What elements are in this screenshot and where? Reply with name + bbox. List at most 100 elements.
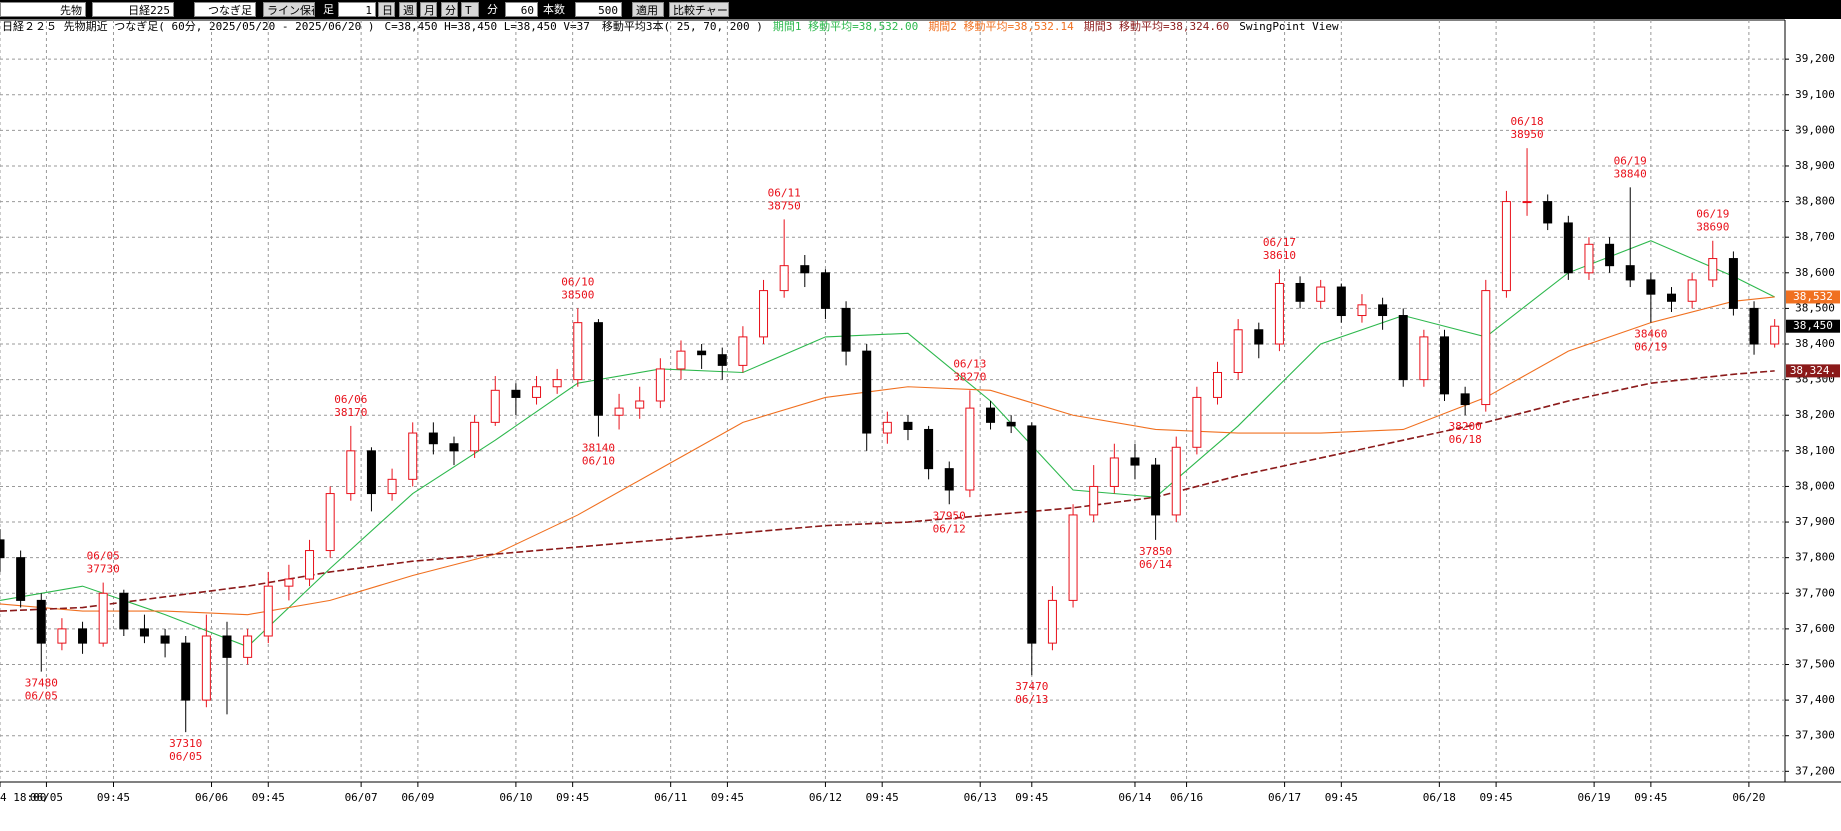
button[interactable]: ライン保存 bbox=[263, 2, 315, 17]
chart: 日経２２５ 先物期近 つなぎ足( 60分, 2025/05/20 - 2025/… bbox=[0, 19, 1841, 831]
candle-body bbox=[1440, 336, 1450, 395]
x-tick-label: 06/17 bbox=[1268, 791, 1301, 804]
y-tick-label: 37,900 bbox=[1795, 515, 1835, 528]
candle-body bbox=[655, 368, 665, 402]
swing-date: 06/13 bbox=[953, 357, 986, 370]
input[interactable]: 60 bbox=[505, 2, 538, 17]
button[interactable]: 適用 bbox=[632, 2, 664, 17]
candle-body bbox=[1584, 243, 1594, 274]
x-tick-label: 06/20 bbox=[1732, 791, 1765, 804]
swing-date: 06/05 bbox=[25, 690, 58, 703]
moving-average-line bbox=[0, 240, 1775, 648]
candle-body bbox=[511, 389, 521, 398]
candle-body bbox=[1398, 315, 1408, 381]
header-text: 期間2 移動平均=38,532.14 bbox=[928, 19, 1074, 33]
button[interactable]: 分 bbox=[441, 2, 458, 17]
candle-body bbox=[676, 350, 686, 370]
candle-body bbox=[139, 628, 149, 637]
candle-body bbox=[36, 599, 46, 644]
candle-body bbox=[1460, 393, 1470, 406]
candle-body bbox=[1770, 325, 1780, 345]
candle-body bbox=[1316, 286, 1326, 302]
candle-body bbox=[1481, 290, 1491, 406]
candle-body bbox=[325, 493, 335, 552]
candle-body bbox=[1151, 464, 1161, 516]
button[interactable]: 比較チャート bbox=[669, 2, 729, 17]
candle-body bbox=[1047, 599, 1057, 644]
candle-body bbox=[1378, 304, 1388, 317]
x-tick-label: 06/14 bbox=[1118, 791, 1151, 804]
candle-body bbox=[1357, 304, 1367, 317]
candle-body bbox=[800, 265, 810, 274]
dropdown[interactable]: 先物 bbox=[0, 2, 86, 17]
y-tick-label: 39,200 bbox=[1795, 52, 1835, 65]
button[interactable]: T bbox=[461, 2, 479, 17]
candle-body bbox=[408, 432, 418, 480]
x-tick-label: 09:45 bbox=[1325, 791, 1358, 804]
swing-date: 06/06 bbox=[334, 393, 367, 406]
candle-body bbox=[1563, 222, 1573, 274]
swing-date: 06/13 bbox=[1015, 693, 1048, 706]
swing-price: 38610 bbox=[1263, 249, 1296, 262]
candle-body bbox=[1254, 329, 1264, 345]
candle-body bbox=[1171, 446, 1181, 516]
candle-body bbox=[738, 336, 748, 366]
candle-body bbox=[1274, 282, 1284, 345]
x-tick-label: 06/05 bbox=[30, 791, 63, 804]
header-text: 日経２２５ 先物期近 つなぎ足( 60分, 2025/05/20 - 2025/… bbox=[2, 19, 375, 33]
candle-body bbox=[573, 322, 583, 381]
button[interactable]: 月 bbox=[420, 2, 437, 17]
y-tick-label: 37,400 bbox=[1795, 693, 1835, 706]
candle-body bbox=[1006, 421, 1016, 427]
candle-body bbox=[243, 635, 253, 658]
x-tick-label: 06/10 bbox=[499, 791, 532, 804]
toolbar: 先物 日経225 つなぎ足 ライン保存 足 1 日 週 月 分 T 分 60 本… bbox=[0, 0, 1841, 19]
candle-body bbox=[1646, 279, 1656, 295]
candle-body bbox=[57, 628, 67, 644]
swing-price: 38690 bbox=[1696, 221, 1729, 234]
candle-body bbox=[841, 307, 851, 352]
candle-body bbox=[1233, 329, 1243, 374]
input[interactable]: 500 bbox=[575, 2, 622, 17]
label: 足 bbox=[320, 2, 336, 17]
header-text: 期間1 移動平均=38,532.00 bbox=[773, 19, 918, 33]
candle-body bbox=[1336, 286, 1346, 317]
price-marker-label: 38,450 bbox=[1793, 319, 1833, 332]
swing-price: 38840 bbox=[1614, 167, 1647, 180]
candle-body bbox=[1667, 293, 1677, 302]
candle-body bbox=[1027, 425, 1037, 644]
candle-body bbox=[428, 432, 438, 445]
candle-body bbox=[1522, 201, 1532, 204]
y-tick-label: 37,500 bbox=[1795, 657, 1835, 670]
y-tick-label: 38,100 bbox=[1795, 444, 1835, 457]
swing-date: 06/17 bbox=[1263, 236, 1296, 249]
swing-price: 37470 bbox=[1015, 680, 1048, 693]
price-marker bbox=[1786, 319, 1840, 333]
button[interactable]: 週 bbox=[399, 2, 417, 17]
price-marker bbox=[1786, 364, 1840, 378]
candle-body bbox=[1625, 265, 1635, 281]
swing-price: 38140 bbox=[582, 442, 615, 455]
x-tick-label: 06/11 bbox=[654, 791, 687, 804]
header-text: SwingPoint View bbox=[1239, 20, 1339, 33]
candle-body bbox=[717, 354, 727, 366]
swing-date: 06/18 bbox=[1510, 115, 1543, 128]
candle-body bbox=[160, 635, 170, 644]
candle-body bbox=[779, 265, 789, 292]
header-text: 期間3 移動平均=38,324.60 bbox=[1084, 19, 1229, 33]
header-text: C=38,450 H=38,450 L=38,450 V=37 bbox=[385, 20, 590, 33]
input[interactable]: 1 bbox=[338, 2, 376, 17]
y-tick-label: 37,200 bbox=[1795, 764, 1835, 777]
swing-date: 06/05 bbox=[87, 550, 120, 563]
dropdown[interactable]: 日経225 bbox=[92, 2, 174, 17]
swing-price: 37310 bbox=[169, 737, 202, 750]
x-tick-label: 06/13 bbox=[964, 791, 997, 804]
candle-body bbox=[1295, 282, 1305, 302]
dropdown[interactable]: つなぎ足 bbox=[194, 2, 256, 17]
y-tick-label: 37,600 bbox=[1795, 622, 1835, 635]
candle-body bbox=[263, 585, 273, 637]
header-text: 移動平均3本( 25, 70, 200 ) bbox=[602, 19, 763, 33]
swing-date: 06/11 bbox=[768, 186, 801, 199]
candle-body bbox=[98, 592, 108, 644]
button[interactable]: 日 bbox=[378, 2, 395, 17]
